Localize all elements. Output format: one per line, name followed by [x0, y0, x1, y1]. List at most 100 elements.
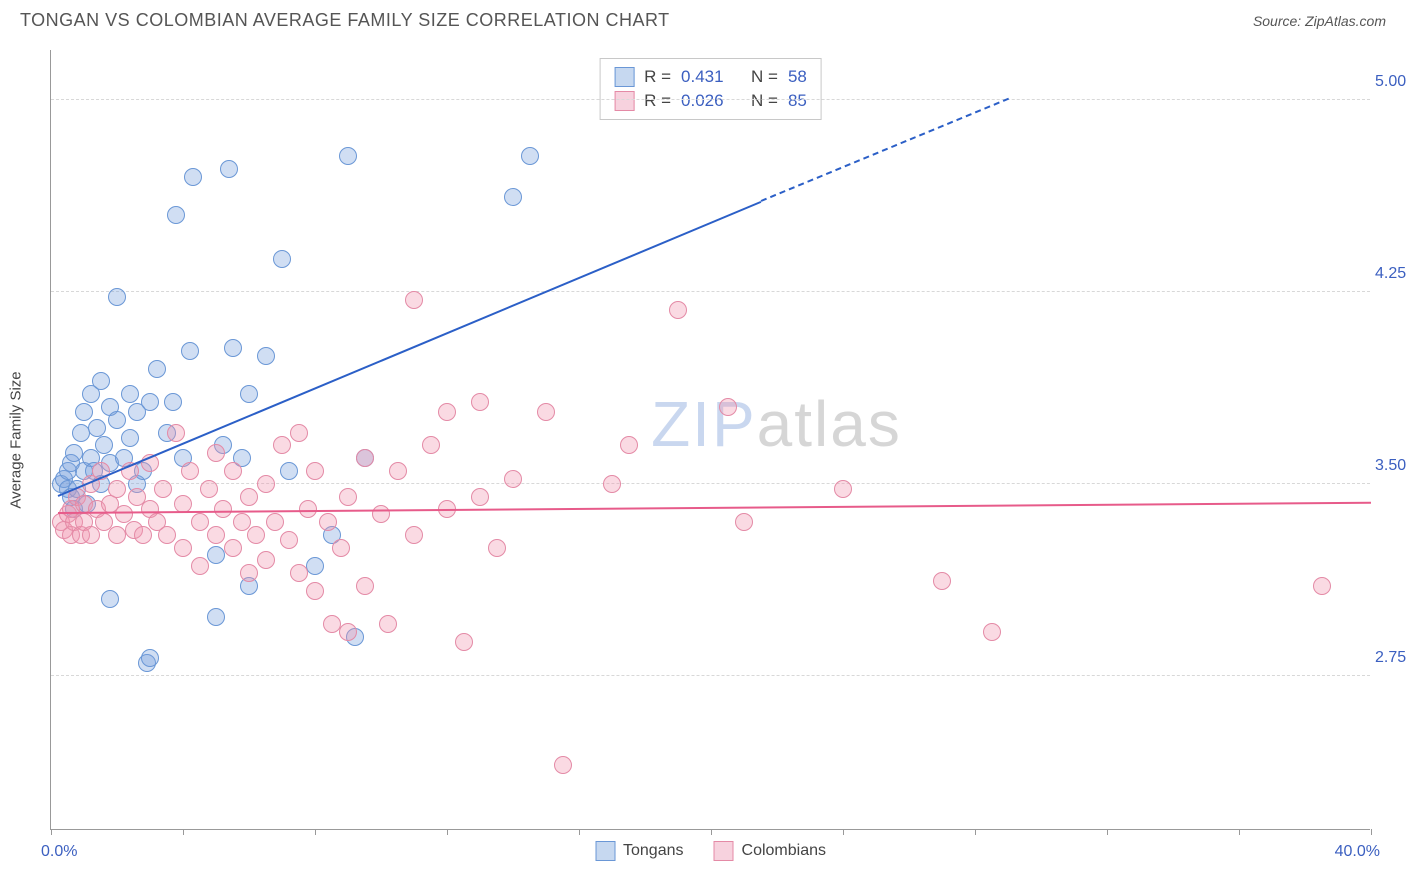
data-point [95, 436, 113, 454]
data-point [554, 756, 572, 774]
gridline-h [51, 99, 1370, 100]
series-name: Tongans [623, 842, 684, 860]
data-point [306, 557, 324, 575]
r-label: R = [644, 67, 671, 87]
n-label: N = [751, 91, 778, 111]
data-point [290, 424, 308, 442]
r-label: R = [644, 91, 671, 111]
data-point [65, 444, 83, 462]
x-tick [1107, 829, 1108, 835]
legend-swatch [595, 841, 615, 861]
x-tick [51, 829, 52, 835]
data-point [121, 385, 139, 403]
data-point [339, 623, 357, 641]
watermark: ZIPatlas [651, 387, 902, 461]
data-point [537, 403, 555, 421]
n-label: N = [751, 67, 778, 87]
data-point [735, 513, 753, 531]
y-tick-label: 3.50 [1375, 457, 1406, 475]
data-point [141, 393, 159, 411]
data-point [372, 505, 390, 523]
y-tick-label: 4.25 [1375, 265, 1406, 283]
data-point [933, 572, 951, 590]
gridline-h [51, 291, 1370, 292]
plot-area: Average Family Size ZIPatlas R =0.431N =… [50, 50, 1370, 830]
series-name: Colombians [742, 842, 826, 860]
data-point [75, 403, 93, 421]
data-point [504, 470, 522, 488]
data-point [834, 480, 852, 498]
data-point [273, 436, 291, 454]
data-point [158, 526, 176, 544]
data-point [224, 539, 242, 557]
x-tick [1371, 829, 1372, 835]
data-point [207, 444, 225, 462]
source-label: Source: ZipAtlas.com [1253, 13, 1386, 29]
data-point [108, 526, 126, 544]
data-point [167, 424, 185, 442]
y-tick-label: 5.00 [1375, 73, 1406, 91]
data-point [471, 393, 489, 411]
legend-swatch [714, 841, 734, 861]
data-point [174, 539, 192, 557]
n-value: 58 [788, 67, 807, 87]
correlation-legend-row: R =0.026N =85 [614, 89, 807, 113]
data-point [141, 649, 159, 667]
data-point [379, 615, 397, 633]
data-point [719, 398, 737, 416]
data-point [240, 488, 258, 506]
data-point [92, 372, 110, 390]
data-point [240, 385, 258, 403]
data-point [108, 480, 126, 498]
chart-title: TONGAN VS COLOMBIAN AVERAGE FAMILY SIZE … [20, 10, 670, 31]
correlation-legend-row: R = 0.431 N = 58 [614, 65, 807, 89]
data-point [603, 475, 621, 493]
legend-swatch [614, 91, 634, 111]
x-axis-max-label: 40.0% [1335, 843, 1380, 861]
data-point [280, 462, 298, 480]
data-point [72, 424, 90, 442]
watermark-part1: ZIP [651, 388, 757, 460]
r-value: 0.026 [681, 91, 741, 111]
x-tick [975, 829, 976, 835]
data-point [422, 436, 440, 454]
data-point [101, 590, 119, 608]
correlation-legend: R =0.431N =58R =0.026N =85 [599, 58, 822, 120]
data-point [164, 393, 182, 411]
data-point [455, 633, 473, 651]
data-point [200, 480, 218, 498]
data-point [471, 488, 489, 506]
x-tick [579, 829, 580, 835]
data-point [405, 291, 423, 309]
data-point [319, 513, 337, 531]
data-point [181, 462, 199, 480]
data-point [1313, 577, 1331, 595]
data-point [207, 546, 225, 564]
x-tick [711, 829, 712, 835]
data-point [88, 419, 106, 437]
gridline-h [51, 483, 1370, 484]
trend-line [58, 502, 1371, 514]
data-point [184, 168, 202, 186]
data-point [339, 488, 357, 506]
data-point [356, 449, 374, 467]
data-point [339, 147, 357, 165]
x-tick [447, 829, 448, 835]
data-point [620, 436, 638, 454]
watermark-part2: atlas [757, 388, 902, 460]
data-point [306, 582, 324, 600]
data-point [257, 475, 275, 493]
series-legend-item: Tongans [595, 841, 684, 861]
data-point [306, 462, 324, 480]
data-point [389, 462, 407, 480]
data-point [257, 347, 275, 365]
data-point [191, 513, 209, 531]
data-point [207, 608, 225, 626]
data-point [405, 526, 423, 544]
data-point [332, 539, 350, 557]
y-tick-label: 2.75 [1375, 649, 1406, 667]
data-point [154, 480, 172, 498]
data-point [488, 539, 506, 557]
r-value: 0.431 [681, 67, 741, 87]
data-point [121, 429, 139, 447]
